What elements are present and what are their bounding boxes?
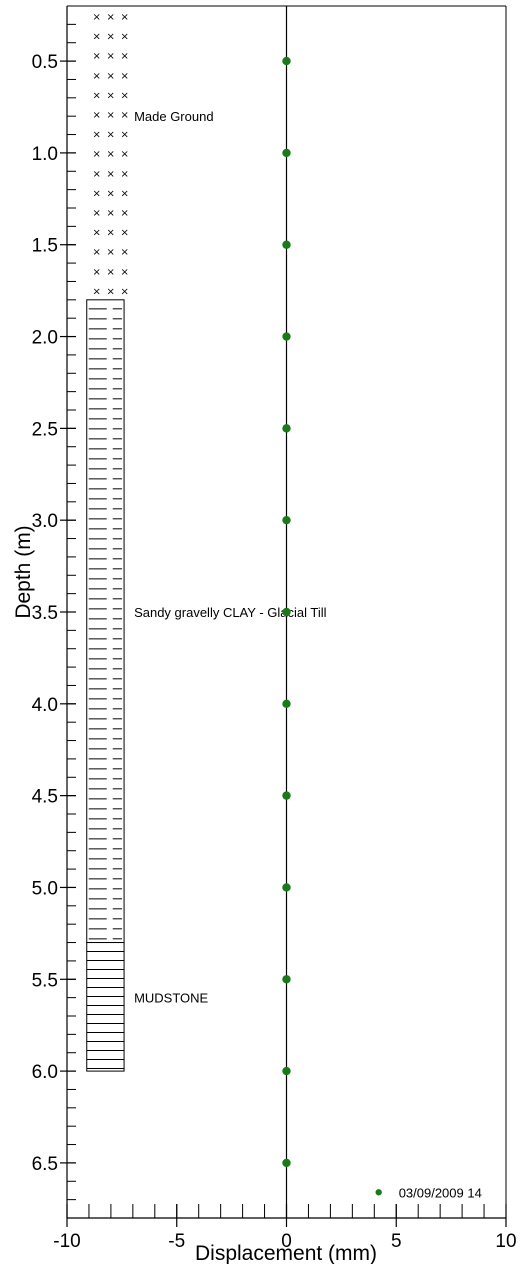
legend-label: 03/09/2009 14 xyxy=(399,1185,482,1200)
cross-mark: × xyxy=(93,247,101,258)
y-tick-label: 4.5 xyxy=(32,787,58,808)
cross-mark: × xyxy=(107,208,115,219)
y-tick-label: 5.5 xyxy=(32,970,58,991)
cross-mark: × xyxy=(121,169,129,180)
x-tick-label: 10 xyxy=(495,1231,516,1252)
cross-mark: × xyxy=(107,32,115,43)
cross-mark: × xyxy=(107,110,115,121)
cross-mark: × xyxy=(121,286,129,297)
cross-mark: × xyxy=(93,208,101,219)
y-tick-label: 1.5 xyxy=(32,236,58,257)
cross-mark: × xyxy=(107,228,115,239)
y-tick-label: 5.0 xyxy=(32,878,58,899)
y-tick-label: 4.0 xyxy=(32,695,58,716)
x-tick-label: 5 xyxy=(391,1231,402,1252)
cross-mark: × xyxy=(93,286,101,297)
y-tick-label: 1.0 xyxy=(32,144,58,165)
x-tick-label: -5 xyxy=(168,1231,185,1252)
cross-mark: × xyxy=(121,32,129,43)
cross-mark: × xyxy=(93,71,101,82)
stratum-lines: MUDSTONE xyxy=(86,942,209,1072)
cross-mark: × xyxy=(121,149,129,160)
data-point xyxy=(282,240,291,249)
data-point xyxy=(282,1066,291,1076)
cross-mark: × xyxy=(121,110,129,121)
cross-mark: × xyxy=(107,169,115,180)
cross-mark: × xyxy=(93,169,101,180)
cross-mark: × xyxy=(121,51,129,62)
cross-mark: × xyxy=(121,90,129,101)
cross-mark: × xyxy=(93,149,101,160)
cross-mark: × xyxy=(93,130,101,141)
stratum-label: Made Ground xyxy=(134,109,214,124)
cross-mark: × xyxy=(107,286,115,297)
stratum-crosses: × × × × × × × × × × × × × × × × × × × × × × × × × × × × × × × × × × × × × × × ×… xyxy=(93,12,214,297)
cross-mark: × xyxy=(121,247,129,258)
cross-mark: × xyxy=(121,130,129,141)
cross-mark: × xyxy=(121,188,129,199)
y-tick-label: 3.0 xyxy=(32,511,58,532)
cross-mark: × xyxy=(93,267,101,278)
cross-mark: × xyxy=(121,12,129,23)
data-point xyxy=(282,791,291,800)
cross-mark: × xyxy=(107,247,115,258)
x-axis-title: Displacement (mm) xyxy=(195,1242,377,1264)
cross-mark: × xyxy=(121,228,129,239)
cross-mark: × xyxy=(107,12,115,23)
stratum-box xyxy=(86,942,125,1072)
cross-mark: × xyxy=(107,149,115,160)
data-point xyxy=(282,148,291,158)
cross-mark: × xyxy=(121,267,129,278)
data-point xyxy=(282,424,291,433)
stratum-dashes: Sandy gravelly CLAY - Glacial Till xyxy=(86,299,327,944)
y-axis-title: Depth (m) xyxy=(12,525,35,618)
cross-mark: × xyxy=(93,12,101,23)
cross-mark: × xyxy=(107,51,115,62)
y-tick-label: 6.5 xyxy=(32,1154,58,1175)
x-tick-label: -10 xyxy=(53,1231,80,1252)
y-tick-label: 3.5 xyxy=(32,603,58,624)
series-plot xyxy=(282,56,291,1168)
cross-mark: × xyxy=(107,188,115,199)
data-point xyxy=(282,883,291,892)
data-point xyxy=(282,607,291,617)
y-tick-label: 2.0 xyxy=(32,328,58,349)
cross-mark: × xyxy=(121,71,129,82)
cross-mark: × xyxy=(107,71,115,82)
y-tick-label: 0.5 xyxy=(32,52,58,73)
x-axis: -10 -5 0 5 10 xyxy=(53,1204,517,1252)
cross-mark: × xyxy=(93,51,101,62)
stratum-label: Sandy gravelly CLAY - Glacial Till xyxy=(134,605,327,620)
data-point xyxy=(282,975,291,984)
cross-mark: × xyxy=(93,110,101,121)
stratum-label: MUDSTONE xyxy=(134,991,208,1006)
cross-mark: × xyxy=(93,188,101,199)
cross-mark: × xyxy=(107,267,115,278)
y-tick-label: 2.5 xyxy=(32,419,58,440)
data-point xyxy=(282,332,291,341)
y-axis: 0.5 1.0 1.5 2.0 2.5 3.0 3.5 4.0 4.5 5.0 5.5 6.0 6.5 xyxy=(32,5,76,1219)
data-point xyxy=(282,515,291,525)
cross-mark: × xyxy=(107,130,115,141)
cross-mark: × xyxy=(121,208,129,219)
cross-mark: × xyxy=(93,32,101,43)
stratum-box xyxy=(86,299,125,944)
data-point xyxy=(282,56,291,66)
legend-marker xyxy=(375,1189,382,1196)
x-tick-label: 0 xyxy=(281,1231,292,1252)
legend: 03/09/2009 14 xyxy=(375,1185,482,1200)
data-point xyxy=(282,1158,291,1168)
strata-column: × × × × × × × × × × × × × × × × × × × × × × × × × × × × × × × × × × × × × × × ×… xyxy=(86,12,327,1072)
cross-mark: × xyxy=(93,90,101,101)
cross-mark: × xyxy=(107,90,115,101)
cross-mark: × xyxy=(93,228,101,239)
y-tick-label: 6.0 xyxy=(32,1062,58,1083)
data-point xyxy=(282,699,291,709)
